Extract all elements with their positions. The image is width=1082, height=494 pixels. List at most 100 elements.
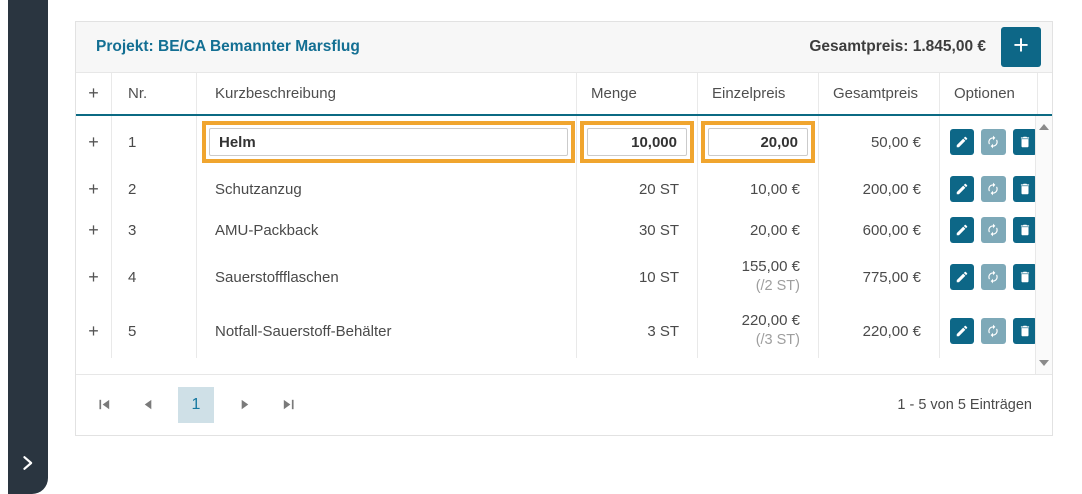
entries-summary: 1 - 5 von 5 Einträgen [897, 396, 1032, 413]
triangle-up-icon[interactable] [1039, 124, 1049, 130]
pagination: 1 [90, 386, 302, 423]
trash-icon [1020, 136, 1029, 148]
row-quantity: 20 ST [576, 168, 697, 210]
current-page-button[interactable]: 1 [178, 386, 214, 423]
triangle-right-icon [241, 399, 248, 410]
pencil-icon [956, 325, 968, 337]
refresh-icon [988, 324, 999, 338]
row-expander[interactable]: + [88, 266, 99, 287]
first-page-button[interactable] [90, 391, 118, 419]
highlight-frame [580, 121, 694, 163]
triangle-down-icon[interactable] [1039, 360, 1049, 366]
quantity-cell [576, 116, 697, 168]
highlight-frame [701, 121, 815, 163]
row-options [939, 168, 1037, 210]
row-description: Notfall-Sauerstoff-Behälter [196, 304, 576, 358]
chevron-right-icon [23, 456, 33, 470]
delete-button[interactable] [1012, 264, 1037, 290]
delete-button[interactable] [1012, 217, 1037, 243]
trash-icon [1020, 183, 1029, 195]
row-options [939, 210, 1037, 250]
project-title: Projekt: BE/CA Bemannter Marsflug [96, 38, 360, 55]
column-header-kurzbeschreibung: Kurzbeschreibung [196, 73, 576, 114]
table-row: + 3 AMU-Packback 30 ST 20,00 € 600,00 € [76, 210, 1037, 250]
row-unit-price: 10,00 € [697, 168, 818, 210]
row-total: 50,00 € [818, 116, 939, 168]
edit-button[interactable] [950, 129, 975, 155]
plus-icon: + [1013, 30, 1029, 60]
total-price-label: Gesamtpreis: 1.845,00 € [809, 38, 986, 55]
table-row: + 2 Schutzanzug 20 ST 10,00 € 200,00 € [76, 168, 1037, 210]
add-item-button[interactable]: + [1001, 27, 1041, 67]
sync-button[interactable] [981, 129, 1006, 155]
row-options [939, 250, 1037, 304]
row-description: Schutzanzug [196, 168, 576, 210]
column-header-nr: Nr. [111, 73, 196, 114]
row-expander[interactable]: + [88, 219, 99, 240]
row-quantity: 30 ST [576, 210, 697, 250]
sidebar [8, 0, 48, 494]
table-footer: 1 1 - 5 von 5 Einträgen [76, 374, 1052, 434]
edit-button[interactable] [950, 176, 975, 202]
trash-icon [1020, 224, 1029, 236]
row-options [939, 116, 1037, 168]
column-header-scroll-gutter [1037, 73, 1054, 114]
sync-button[interactable] [981, 264, 1006, 290]
highlight-frame [202, 121, 575, 163]
row-total: 775,00 € [818, 250, 939, 304]
unit-price-note: (/3 ST) [755, 332, 800, 349]
project-items-card: Projekt: BE/CA Bemannter Marsflug Gesamt… [75, 21, 1053, 436]
unit-price-input[interactable] [708, 128, 808, 156]
refresh-icon [988, 135, 999, 149]
column-header-optionen: Optionen [939, 73, 1037, 114]
sidebar-expand-button[interactable] [8, 444, 48, 482]
row-number: 4 [111, 250, 196, 304]
delete-button[interactable] [1012, 129, 1037, 155]
sync-button[interactable] [981, 318, 1006, 344]
pencil-icon [956, 271, 968, 283]
row-unit-price: 155,00 € (/2 ST) [697, 250, 818, 304]
triangle-left-icon [144, 399, 151, 410]
delete-button[interactable] [1012, 318, 1037, 344]
trash-icon [1020, 271, 1029, 283]
unit-price-cell [697, 116, 818, 168]
row-number: 1 [111, 116, 196, 168]
table-row: + 5 Notfall-Sauerstoff-Behälter 3 ST 220… [76, 304, 1037, 358]
pencil-icon [956, 136, 968, 148]
table-header-row: + Nr. Kurzbeschreibung Menge Einzelpreis… [76, 73, 1052, 116]
unit-price-note: (/2 ST) [755, 278, 800, 295]
refresh-icon [988, 223, 999, 237]
sync-button[interactable] [981, 176, 1006, 202]
edit-button[interactable] [950, 318, 975, 344]
sync-button[interactable] [981, 217, 1006, 243]
row-total: 220,00 € [818, 304, 939, 358]
row-description: AMU-Packback [196, 210, 576, 250]
description-cell [196, 116, 576, 168]
row-total: 600,00 € [818, 210, 939, 250]
column-header-einzelpreis: Einzelpreis [697, 73, 818, 114]
row-description: Sauerstoffflaschen [196, 250, 576, 304]
row-expander[interactable]: + [88, 131, 99, 152]
table-scrollbar[interactable] [1035, 116, 1052, 374]
refresh-icon [988, 270, 999, 284]
edit-button[interactable] [950, 217, 975, 243]
column-header-gesamtpreis: Gesamtpreis [818, 73, 939, 114]
delete-button[interactable] [1012, 176, 1037, 202]
row-expander[interactable]: + [88, 320, 99, 341]
row-unit-price: 20,00 € [697, 210, 818, 250]
row-number: 2 [111, 168, 196, 210]
previous-page-button[interactable] [134, 391, 162, 419]
edit-button[interactable] [950, 264, 975, 290]
row-unit-price: 220,00 € (/3 ST) [697, 304, 818, 358]
row-expander[interactable]: + [88, 178, 99, 199]
card-header: Projekt: BE/CA Bemannter Marsflug Gesamt… [76, 22, 1052, 73]
row-options [939, 304, 1037, 358]
row-total: 200,00 € [818, 168, 939, 210]
quantity-input[interactable] [587, 128, 687, 156]
table-row: + 4 Sauerstoffflaschen 10 ST 155,00 € (/… [76, 250, 1037, 304]
skip-last-icon [283, 399, 294, 410]
description-input[interactable] [209, 128, 568, 156]
column-header-menge: Menge [576, 73, 697, 114]
next-page-button[interactable] [230, 391, 258, 419]
last-page-button[interactable] [274, 391, 302, 419]
